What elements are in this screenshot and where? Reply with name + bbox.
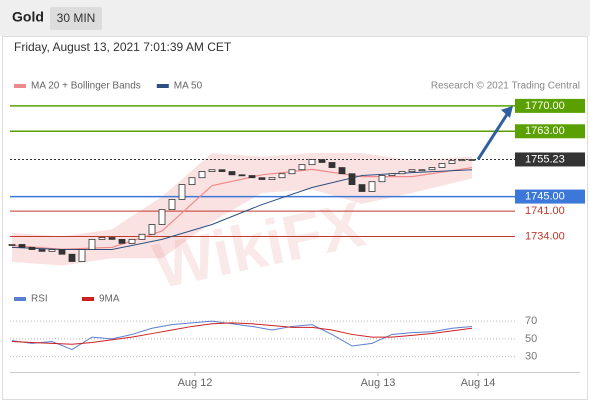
candle [328,162,336,168]
candle [78,249,86,262]
interval[interactable]: 30 MIN [57,11,96,25]
candle [388,173,396,176]
candle [258,177,266,180]
candle [398,171,406,175]
candle [278,173,286,179]
candle [458,159,466,162]
timestamp: Friday, August 13, 2021 7:01:39 AM CET [14,40,232,54]
level-label: 1745.00 [525,190,565,202]
legend-label: MA 50 [174,81,203,92]
candle [188,177,196,185]
x-tick-label: Aug 13 [361,377,396,389]
candle [378,175,386,183]
candle [418,169,426,172]
candle [228,171,236,176]
candle [218,169,226,172]
candle [358,184,366,192]
ma-line [11,166,473,250]
level-box [515,98,585,113]
level-box [515,152,585,167]
candle [438,163,446,168]
legend-label: 9MA [99,294,120,305]
legend-swatch [14,297,26,301]
candle [118,238,126,244]
y-tick-label: 70 [525,315,537,327]
candle [408,169,416,172]
y-tick-label: 50 [525,333,537,345]
projection-arrow [476,112,510,161]
y-tick-label: 30 [525,351,537,363]
candle [148,224,156,235]
candle [68,253,76,262]
candle [308,159,316,166]
level-box [515,189,585,204]
legend-swatch [82,297,94,301]
level-label: 1763.00 [525,125,565,137]
candle [238,174,246,177]
candle [98,237,106,240]
candle [468,159,476,161]
candle [368,181,376,192]
candle [198,171,206,179]
interval-button[interactable] [50,7,102,30]
legend-swatch [156,84,169,88]
level-label: 1770.00 [525,100,565,112]
candle [18,244,26,248]
candle [158,209,166,225]
candle [448,160,456,164]
candle [248,175,256,179]
level-label: 1755.23 [525,153,565,165]
symbol: Gold [12,9,44,25]
candle [138,233,146,240]
candle [168,199,176,211]
arrow-head [501,105,513,118]
candle [48,249,56,252]
source: Research © 2021 Trading Central [431,81,580,92]
candle [428,167,436,171]
x-tick-label: Aug 14 [461,377,496,389]
candle [268,177,276,180]
series-line [11,322,473,345]
level-box [515,124,585,139]
legend-label: RSI [31,294,48,305]
legend-swatch [14,84,26,88]
candle [128,238,136,244]
candle [38,249,46,252]
candle [28,246,36,250]
candle [108,237,116,240]
candle [318,159,326,163]
x-tick-label: Aug 12 [178,377,213,389]
candle [288,169,296,175]
candle [208,169,216,172]
bollinger-band [12,153,472,266]
candle [8,244,16,246]
candle [88,238,96,250]
legend-label: MA 20 + Bollinger Bands [31,81,141,92]
level-label: 1734.00 [525,230,565,242]
candle [178,184,186,200]
candle [348,173,356,185]
candle [298,164,306,171]
level-label: 1741.00 [525,205,565,217]
series-line [11,320,473,351]
candle [58,249,66,255]
candle [338,167,346,175]
ma-line [11,169,473,251]
